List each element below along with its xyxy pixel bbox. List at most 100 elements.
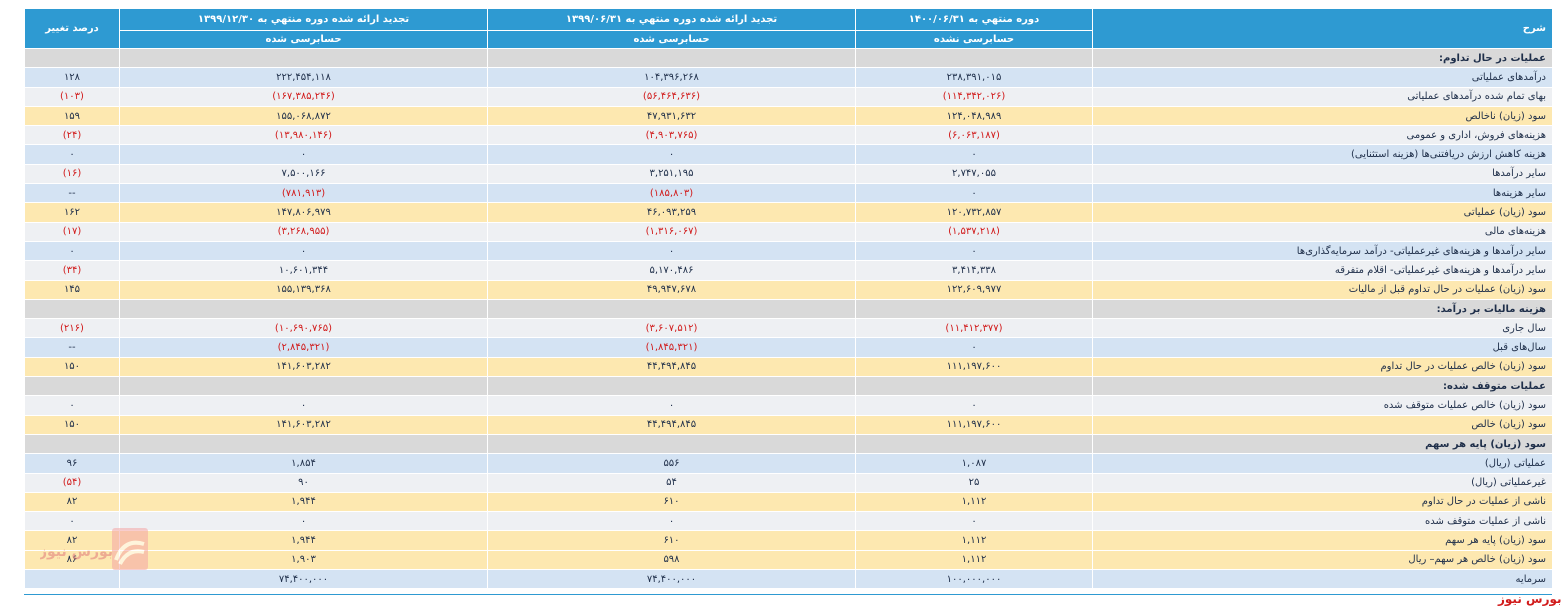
cell-description: ناشی از عملیات در حال تداوم <box>1092 491 1553 513</box>
cell-restated-1399-06-31: (۴,۹۰۳,۷۶۵) <box>487 125 856 146</box>
cell-description: هزینه‌های مالی <box>1092 221 1553 242</box>
table-row: ۱۶۲ ۱۴۷,۸۰۶,۹۷۹ ۴۶,۰۹۳,۲۵۹ ۱۲۰,۷۳۲,۸۵۷ سود (… <box>24 202 1553 223</box>
table-row: ۱۲۸ ۲۲۲,۴۵۴,۱۱۸ ۱۰۴,۳۹۶,۲۶۸ ۲۳۸,۳۹۱,۰۱۵ درآم… <box>24 67 1553 88</box>
cell-description: عملیات در حال تداوم: <box>1092 47 1553 69</box>
cell-current-1400-06-31: ۱۲۰,۷۳۲,۸۵۷ <box>855 202 1093 223</box>
cell-description: بهای تمام شده درآمدهای عملیاتی <box>1092 86 1553 107</box>
cell-restated-1399-12-30: ۹۰ <box>119 472 488 493</box>
table-row: (۱۶) ۷,۵۰۰,۱۶۶ ۳,۲۵۱,۱۹۵ ۲,۷۴۷,۰۵۵ سایر درآم… <box>24 163 1553 185</box>
cell-description: سرمایه <box>1092 569 1553 590</box>
cell-percent-change: ۸۲ <box>24 491 120 513</box>
cell-description: سود (زیان) پایه هر سهم <box>1092 433 1553 455</box>
bourse-news-watermark-logo: بورس نیوز <box>40 528 148 570</box>
cell-current-1400-06-31: ۱,۱۱۲ <box>855 549 1093 571</box>
table-row: ۰ ۰ ۰ ۰ ناشی از عملیات متوقف شده <box>24 511 1553 532</box>
section-header-row: عملیات متوقف شده: <box>24 376 1553 397</box>
cell-restated-1399-12-30: ۱۴۷,۸۰۶,۹۷۹ <box>119 202 488 223</box>
cell-description: سود (زیان) عملیاتی <box>1092 202 1553 223</box>
cell-restated-1399-06-31: ۰ <box>487 395 856 416</box>
cell-restated-1399-12-30: ۱۵۵,۱۳۹,۳۶۸ <box>119 279 488 300</box>
cell-description: هزینه کاهش ارزش دریافتنی‌ها (هزینه استثن… <box>1092 144 1553 165</box>
cell-restated-1399-06-31: ۴۹,۹۴۷,۶۷۸ <box>487 279 856 300</box>
cell-restated-1399-12-30: ۱۵۵,۰۶۸,۸۷۲ <box>119 105 488 127</box>
cell-percent-change: (۱۶) <box>24 163 120 185</box>
cell-current-1400-06-31: ۱۰۰,۰۰۰,۰۰۰ <box>855 569 1093 590</box>
cell-restated-1399-06-31: (۱,۳۱۶,۰۶۷) <box>487 221 856 242</box>
cell-restated-1399-12-30 <box>119 47 488 69</box>
table-row: ۱۵۹ ۱۵۵,۰۶۸,۸۷۲ ۴۷,۹۳۱,۶۳۲ ۱۲۴,۰۴۸,۹۸۹ سود (… <box>24 105 1553 127</box>
cell-percent-change: ۹۶ <box>24 453 120 474</box>
cell-restated-1399-06-31: ۵۵۶ <box>487 453 856 474</box>
cell-description: سود (زیان) خالص عملیات متوقف شده <box>1092 395 1553 416</box>
cell-restated-1399-06-31: ۵,۱۷۰,۴۸۶ <box>487 260 856 281</box>
header-restated-1399-12-30: تجديد ارائه شده دوره منتهي به ۱۳۹۹/۱۲/۳۰ <box>119 8 488 31</box>
cell-restated-1399-12-30 <box>119 298 488 320</box>
cell-percent-change: (۵۴) <box>24 472 120 493</box>
cell-restated-1399-12-30 <box>119 376 488 397</box>
cell-restated-1399-12-30: ۱۴۱,۶۰۳,۲۸۲ <box>119 414 488 435</box>
cell-current-1400-06-31 <box>855 298 1093 320</box>
cell-current-1400-06-31 <box>855 433 1093 455</box>
cell-percent-change <box>24 376 120 397</box>
bourse-news-corner-logo: بورس نیوز <box>1498 592 1562 606</box>
header-row-titles: درصد تغيير تجديد ارائه شده دوره منتهي به… <box>24 8 1553 49</box>
cell-restated-1399-06-31: (۳,۶۰۷,۵۱۲) <box>487 318 856 339</box>
table-row: (۳۴) ۱۰,۶۰۱,۳۴۴ ۵,۱۷۰,۴۸۶ ۳,۴۱۴,۳۳۸ سایر درآ… <box>24 260 1553 281</box>
cell-percent-change: ۸۲ <box>24 530 120 551</box>
section-header-row: هزینه مالیات بر درآمد: <box>24 298 1553 320</box>
table-row: (۱۰۳) (۱۶۷,۳۸۵,۲۴۶) (۵۶,۴۶۴,۶۳۶) (۱۱۴,۳۴۲,۰… <box>24 86 1553 107</box>
cell-percent-change: (۱۷) <box>24 221 120 242</box>
cell-description: سود (زیان) خالص هر سهم– ریال <box>1092 549 1553 571</box>
cell-description: سایر هزینه‌ها <box>1092 183 1553 204</box>
cell-restated-1399-06-31: ۴۴,۴۹۴,۸۴۵ <box>487 356 856 378</box>
cell-description: سود (زیان) عملیات در حال تداوم قبل از ما… <box>1092 279 1553 300</box>
cell-restated-1399-12-30 <box>119 433 488 455</box>
cell-percent-change: ۰ <box>24 395 120 416</box>
cell-restated-1399-06-31: ۳,۲۵۱,۱۹۵ <box>487 163 856 185</box>
cell-percent-change <box>24 569 120 590</box>
table-row: ۱۵۰ ۱۴۱,۶۰۳,۲۸۲ ۴۴,۴۹۴,۸۴۵ ۱۱۱,۱۹۷,۶۰۰ سود (… <box>24 356 1553 378</box>
cell-description: سود (زیان) خالص <box>1092 414 1553 435</box>
cell-restated-1399-06-31: ۴۴,۴۹۴,۸۴۵ <box>487 414 856 435</box>
cell-percent-change: -- <box>24 337 120 358</box>
cell-restated-1399-12-30: ۷۴,۴۰۰,۰۰۰ <box>119 569 488 590</box>
audit-status-unaudited: حسابرسی نشده <box>855 30 1093 49</box>
cell-description: سود (زیان) ناخالص <box>1092 105 1553 127</box>
cell-restated-1399-12-30: (۱۰,۶۹۰,۷۶۵) <box>119 318 488 339</box>
table-row: -- (۲,۸۴۵,۳۲۱) (۱,۸۴۵,۳۲۱) ۰ سال‌های قبل <box>24 337 1553 358</box>
cell-description: سایر درآمدها <box>1092 163 1553 185</box>
cell-current-1400-06-31: (۱۱۴,۳۴۲,۰۲۶) <box>855 86 1093 107</box>
cell-restated-1399-12-30: ۰ <box>119 144 488 165</box>
cell-description: عملیات متوقف شده: <box>1092 376 1553 397</box>
header-current-1400-06-31: دوره منتهي به ۱۴۰۰/۰۶/۳۱ <box>855 8 1093 31</box>
cell-percent-change: (۲۴) <box>24 125 120 146</box>
cell-restated-1399-12-30: ۰ <box>119 395 488 416</box>
cell-restated-1399-12-30: ۷,۵۰۰,۱۶۶ <box>119 163 488 185</box>
watermark-text: بورس نیوز <box>40 544 113 560</box>
section-header-row: سود (زیان) پایه هر سهم <box>24 433 1553 455</box>
table-row: ۱۵۰ ۱۴۱,۶۰۳,۲۸۲ ۴۴,۴۹۴,۸۴۵ ۱۱۱,۱۹۷,۶۰۰ سود (… <box>24 414 1553 435</box>
cell-current-1400-06-31: ۱,۱۱۲ <box>855 530 1093 551</box>
cell-current-1400-06-31: ۰ <box>855 337 1093 358</box>
income-statement-table: درصد تغيير تجديد ارائه شده دوره منتهي به… <box>24 8 1553 590</box>
cell-description: درآمدهای عملیاتی <box>1092 67 1553 88</box>
cell-percent-change: ۱۵۰ <box>24 414 120 435</box>
table-row: (۲۴) (۱۳,۹۸۰,۱۴۶) (۴,۹۰۳,۷۶۵) (۶,۰۶۳,۱۸۷) هز… <box>24 125 1553 146</box>
cell-restated-1399-12-30: ۱,۸۵۴ <box>119 453 488 474</box>
cell-percent-change: ۸۶ <box>24 549 120 571</box>
cell-description: سود (زیان) خالص عملیات در حال تداوم <box>1092 356 1553 378</box>
section-header-row: عملیات در حال تداوم: <box>24 47 1553 69</box>
table-row: ۰ ۰ ۰ ۰ سایر درآمدها و هزینه‌های غیرعملیاتی-… <box>24 240 1553 262</box>
cell-current-1400-06-31: ۳,۴۱۴,۳۳۸ <box>855 260 1093 281</box>
cell-restated-1399-12-30: ۲۲۲,۴۵۴,۱۱۸ <box>119 67 488 88</box>
cell-percent-change <box>24 433 120 455</box>
cell-restated-1399-12-30: ۱۴۱,۶۰۳,۲۸۲ <box>119 356 488 378</box>
cell-restated-1399-12-30: ۰ <box>119 240 488 262</box>
cell-restated-1399-06-31: ۶۱۰ <box>487 491 856 513</box>
cell-description: هزینه‌های فروش، اداری و عمومی <box>1092 125 1553 146</box>
cell-current-1400-06-31: ۱۱۱,۱۹۷,۶۰۰ <box>855 414 1093 435</box>
cell-restated-1399-06-31: ۴۷,۹۳۱,۶۳۲ <box>487 105 856 127</box>
cell-restated-1399-06-31: ۵۴ <box>487 472 856 493</box>
table-body: عملیات در حال تداوم: ۱۲۸ ۲۲۲,۴۵۴,۱۱۸ ۱۰۴,۳۹… <box>24 47 1553 590</box>
cell-description: سال‌های قبل <box>1092 337 1553 358</box>
